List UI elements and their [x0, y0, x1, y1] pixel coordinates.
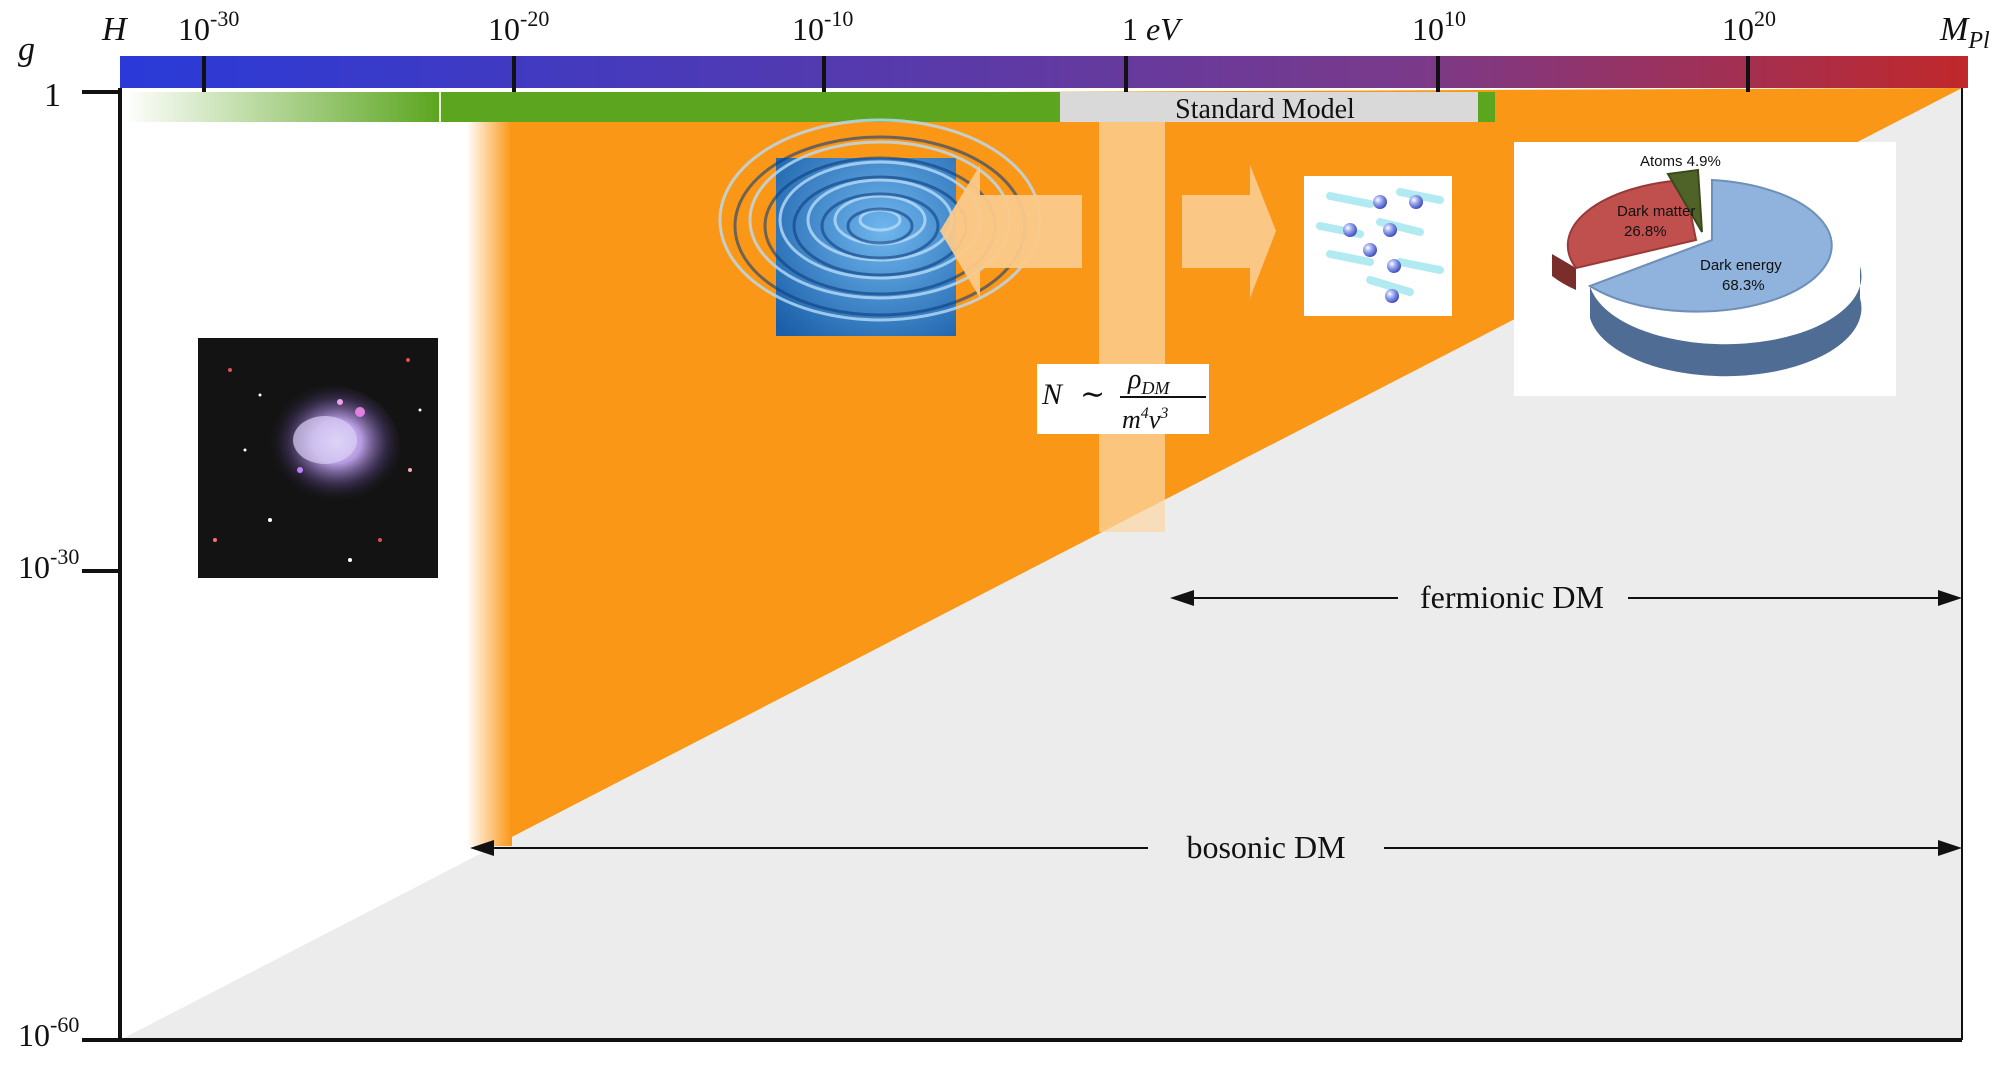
- svg-text:m4v3: m4v3: [1122, 405, 1168, 434]
- right-arrow-icon: [1182, 165, 1276, 298]
- y-tick-labels: 1 10-30 10-60: [18, 77, 79, 1053]
- bosonic-dm-label: bosonic DM: [1186, 829, 1345, 865]
- galaxy-icon: [198, 338, 438, 578]
- y-axis-ticks: [82, 90, 120, 1042]
- pie-label-dark-energy-pct: 68.3%: [1722, 277, 1765, 294]
- svg-text:∼: ∼: [1080, 378, 1105, 411]
- occupation-number-formula: N ∼ ρDM m4v3: [1037, 364, 1209, 434]
- standard-model-band: [1060, 92, 1478, 122]
- x-axis-left-label: H: [101, 11, 129, 48]
- wave-icon: [718, 118, 1042, 336]
- green-band-fade: [125, 92, 440, 122]
- x-tick-label: 10-10: [792, 6, 853, 47]
- fermionic-range: fermionic DM: [1170, 579, 1962, 615]
- y-tick-label: 10-60: [18, 1012, 79, 1053]
- svg-text:N: N: [1041, 378, 1064, 411]
- pie-label-atoms: Atoms 4.9%: [1640, 153, 1721, 170]
- y-axis-label: g: [18, 31, 35, 68]
- bosonic-range: bosonic DM: [470, 829, 1962, 865]
- x-tick-label: 10-30: [178, 6, 239, 47]
- x-tick-label: 1 eV: [1122, 11, 1183, 47]
- svg-text:ρDM: ρDM: [1127, 364, 1170, 398]
- y-tick-label: 10-30: [18, 544, 79, 585]
- x-tick-label: 1020: [1722, 6, 1776, 47]
- pie-label-dark-matter-pct: 26.8%: [1624, 223, 1667, 240]
- particles-icon: [1304, 176, 1452, 316]
- ev-column: [1099, 122, 1165, 532]
- x-tick-label: 10-20: [488, 6, 549, 47]
- energy-budget-pie: Atoms 4.9% Dark matter 26.8% Dark energy…: [1514, 142, 1896, 396]
- x-axis-ticks: [202, 56, 1750, 92]
- mass-scale-bar: [120, 56, 1968, 88]
- x-tick-labels: 10-30 10-20 10-10 1 eV 1010 1020: [178, 6, 1776, 47]
- x-tick-label: 1010: [1412, 6, 1466, 47]
- fermionic-dm-label: fermionic DM: [1420, 579, 1604, 615]
- standard-model-label: Standard Model: [1175, 94, 1355, 125]
- excluded-region: [120, 88, 1962, 1040]
- left-arrow-icon: [940, 165, 1082, 298]
- pie-label-dark-energy-name: Dark energy: [1700, 257, 1782, 274]
- x-axis-right-label: MPl: [1939, 11, 1990, 54]
- y-tick-label: 1: [44, 77, 61, 114]
- allowed-region-fade: [466, 94, 512, 846]
- pie-label-dark-matter-name: Dark matter: [1617, 203, 1695, 220]
